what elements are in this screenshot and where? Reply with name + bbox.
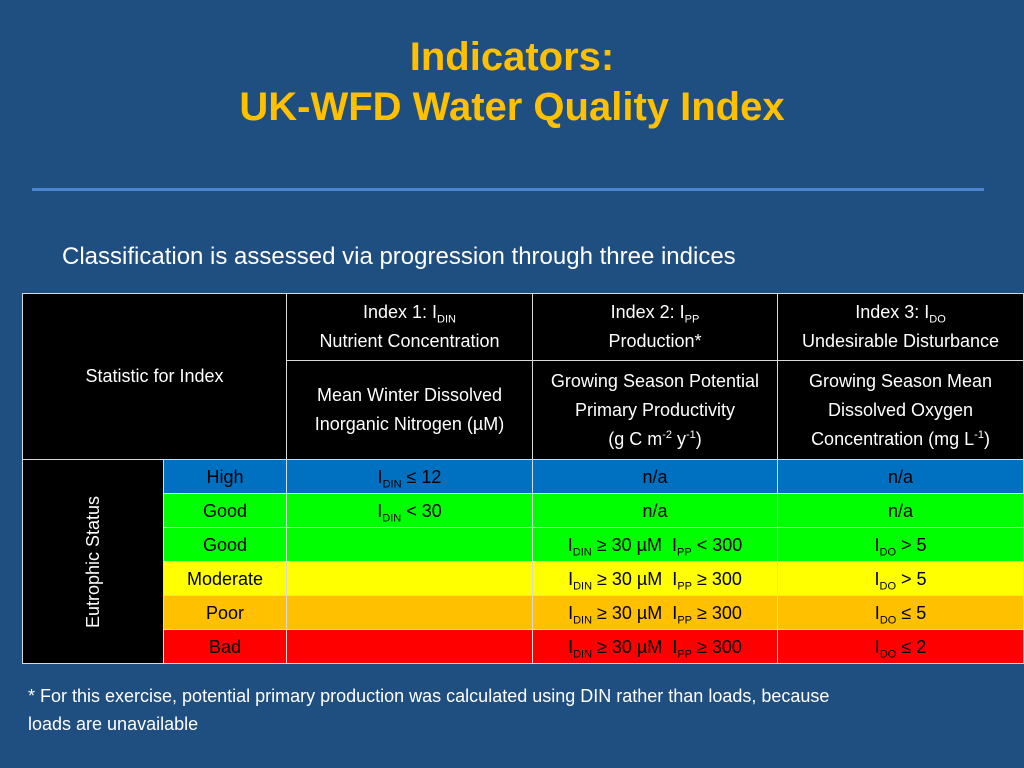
statistic-index-3: Growing Season Mean Dissolved Oxygen Conce… (777, 360, 1024, 460)
index-2-cell: n/a (531, 493, 779, 528)
table-row: Moderate IDIN ≥ 30 µM IPP ≥ 300 IDO > 5 (23, 561, 1024, 596)
index-3-cell: IDO ≤ 5 (777, 595, 1024, 630)
index-2-cell: IDIN ≥ 30 µM IPP ≥ 300 (531, 595, 779, 630)
header-index-3: Index 3: IDO Undesirable Disturbance (777, 293, 1024, 361)
intro-text: Classification is assessed via progressi… (62, 243, 736, 270)
index-2-cell: IDIN ≥ 30 µM IPP ≥ 300 (531, 629, 779, 664)
index-1-cell (286, 527, 533, 562)
index-1-cell: IDIN < 30 (286, 493, 533, 528)
header-index-2: Index 2: IPP Production* (531, 293, 779, 361)
header-row-statistic: Mean Winter Dissolved Inorganic Nitrogen … (23, 360, 1024, 460)
index-3-cell: IDO ≤ 2 (777, 629, 1024, 664)
index-2-cell: n/a (531, 459, 779, 494)
table-row: Good IDIN < 30 n/a n/a (23, 493, 1024, 528)
index-2-cell: IDIN ≥ 30 µM IPP ≥ 300 (531, 561, 779, 596)
title-divider (32, 188, 984, 191)
index-1-cell (286, 629, 533, 664)
status-cell: High (163, 459, 288, 494)
title-line-1: Indicators: (409, 35, 615, 79)
index-1-cell: IDIN ≤ 12 (286, 459, 533, 494)
status-cell: Good (163, 527, 288, 562)
slide-title: Indicators: UK-WFD Water Quality Index (0, 32, 1024, 132)
index-1-cell (286, 561, 533, 596)
index-3-cell: n/a (777, 459, 1024, 494)
statistic-index-1: Mean Winter Dissolved Inorganic Nitrogen … (286, 360, 533, 460)
table-row: Eutrophic Status High IDIN ≤ 12 n/a n/a (21, 459, 1024, 664)
index-3-cell: IDO > 5 (777, 561, 1024, 596)
table-row: Poor IDIN ≥ 30 µM IPP ≥ 300 IDO ≤ 5 (23, 595, 1024, 630)
footnote: * For this exercise, potential primary p… (28, 686, 830, 734)
status-cell: Bad (163, 629, 288, 664)
statistic-index-2: Growing Season Potential Primary Producti… (531, 360, 779, 460)
index-1-cell (286, 595, 533, 630)
index-2-cell: IDIN ≥ 30 µM IPP < 300 (531, 527, 779, 562)
index-3-cell: IDO > 5 (777, 527, 1024, 562)
table-row: Bad IDIN ≥ 30 µM IPP ≥ 300 IDO ≤ 2 (23, 629, 1024, 664)
header-row-index: Statistic for Index Index 1: IDIN Nutrien… (21, 293, 1024, 460)
statistic-label: Statistic for Index (21, 293, 288, 460)
wqi-table: Statistic for Index Index 1: IDIN Nutrien… (21, 293, 1024, 664)
header-index-1: Index 1: IDIN Nutrient Concentration (286, 293, 533, 361)
table-row: Good IDIN ≥ 30 µM IPP < 300 IDO > 5 (23, 527, 1024, 562)
status-cell: Poor (163, 595, 288, 630)
status-cell: Moderate (163, 561, 288, 596)
index-3-cell: n/a (777, 493, 1024, 528)
title-line-2: UK-WFD Water Quality Index (239, 85, 785, 129)
status-cell: Good (163, 493, 288, 528)
eutrophic-status-label: Eutrophic Status (21, 459, 165, 664)
